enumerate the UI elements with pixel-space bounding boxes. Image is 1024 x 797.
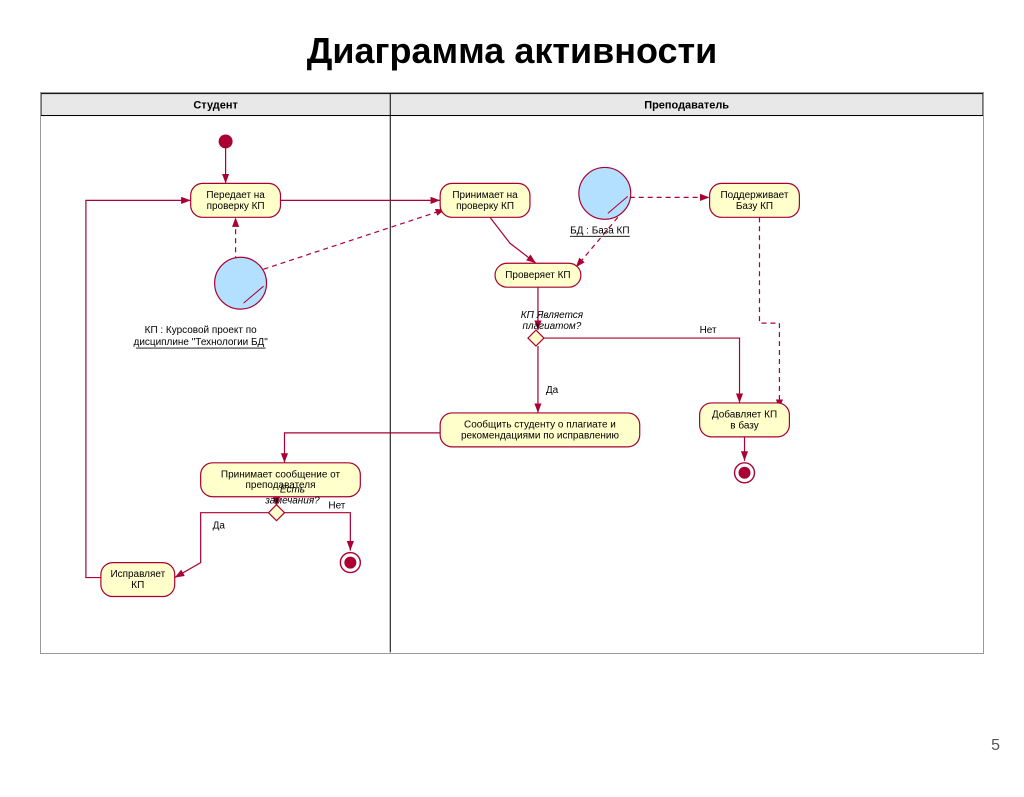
- svg-text:Поддерживает: Поддерживает: [721, 190, 789, 201]
- svg-text:Базу КП: Базу КП: [736, 201, 773, 212]
- svg-text:Да: Да: [546, 385, 559, 396]
- svg-text:проверку КП: проверку КП: [456, 201, 514, 212]
- svg-text:Нет: Нет: [700, 325, 717, 336]
- svg-text:Добавляет КП: Добавляет КП: [712, 409, 777, 420]
- svg-text:Передает на: Передает на: [206, 190, 265, 201]
- diagram-frame: СтудентПреподавательПередает напроверку …: [40, 92, 984, 654]
- svg-text:рекомендациями по исправлению: рекомендациями по исправлению: [461, 430, 619, 441]
- svg-text:Проверяет КП: Проверяет КП: [505, 270, 570, 281]
- svg-text:Студент: Студент: [193, 100, 238, 112]
- svg-text:Принимает на: Принимает на: [452, 190, 518, 201]
- svg-text:плагиатом?: плагиатом?: [523, 321, 582, 332]
- svg-text:дисциплине "Технологии БД": дисциплине "Технологии БД": [134, 337, 269, 348]
- svg-text:КП : Курсовой проект по: КП : Курсовой проект по: [145, 325, 257, 336]
- svg-text:проверку КП: проверку КП: [207, 201, 265, 212]
- page-number: 5: [991, 737, 1000, 755]
- svg-text:Есть: Есть: [280, 485, 305, 496]
- svg-text:замечания?: замечания?: [264, 496, 320, 507]
- svg-text:Преподаватель: Преподаватель: [644, 100, 729, 112]
- svg-text:Принимает сообщение от: Принимает сообщение от: [221, 469, 341, 480]
- svg-text:Да: Да: [213, 521, 226, 532]
- svg-text:Исправляет: Исправляет: [110, 569, 165, 580]
- svg-text:БД : База КП: БД : База КП: [570, 225, 629, 236]
- svg-text:Нет: Нет: [328, 501, 345, 512]
- svg-text:КП Является: КП Является: [521, 310, 584, 321]
- activity-diagram: СтудентПреподавательПередает напроверку …: [41, 93, 983, 653]
- page-title: Диаграмма активности: [0, 30, 1024, 72]
- svg-text:Сообщить студенту о плагиате и: Сообщить студенту о плагиате и: [464, 419, 616, 430]
- svg-text:КП: КП: [131, 580, 144, 591]
- svg-text:в базу: в базу: [730, 420, 758, 431]
